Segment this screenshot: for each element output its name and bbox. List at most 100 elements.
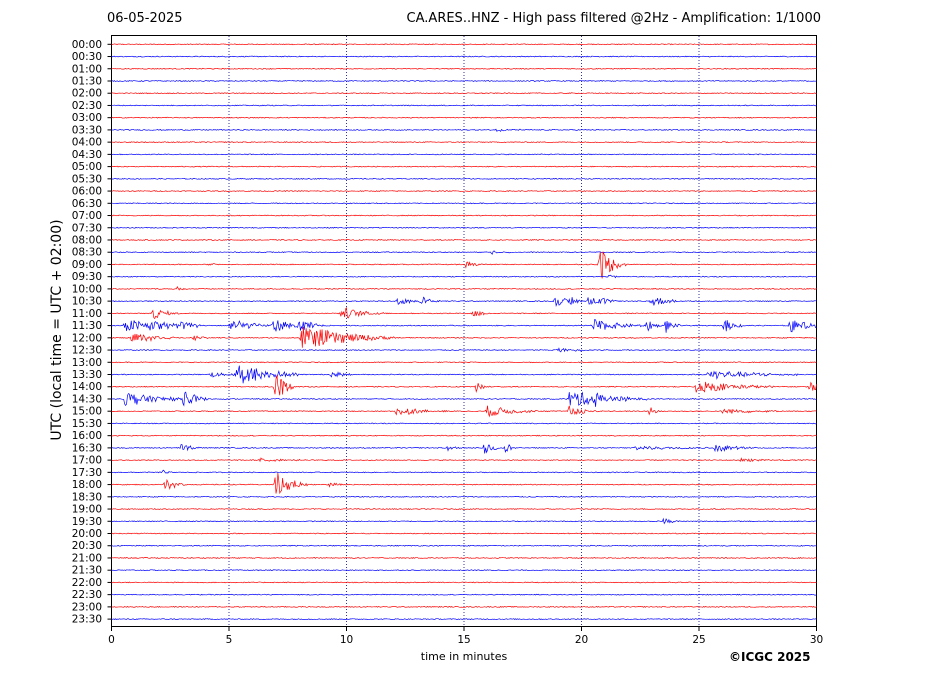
trace-1600 xyxy=(111,434,817,437)
trace-0430 xyxy=(111,153,817,156)
y-tick-label: 05:00 xyxy=(72,161,102,173)
y-tick-label: 04:00 xyxy=(72,137,102,149)
vertical-grid xyxy=(228,36,700,626)
trace-0000 xyxy=(111,43,817,46)
y-tick-label: 02:30 xyxy=(72,100,102,112)
y-tick-label: 10:00 xyxy=(72,283,102,295)
trace-layer xyxy=(111,43,817,620)
y-tick-label: 21:00 xyxy=(72,552,102,564)
trace-2200 xyxy=(111,581,817,584)
trace-1500 xyxy=(111,405,817,418)
y-tick-label: 09:00 xyxy=(72,259,102,271)
y-tick-label: 13:00 xyxy=(72,357,102,369)
trace-1900 xyxy=(111,508,817,510)
y-tick-label: 14:00 xyxy=(72,381,102,393)
chart-title: CA.ARES..HNZ - High pass filtered @2Hz -… xyxy=(406,11,821,26)
x-tick-label: 5 xyxy=(226,634,233,646)
y-tick-label: 00:00 xyxy=(72,39,102,51)
trace-0400 xyxy=(111,141,817,144)
y-tick-label: 18:30 xyxy=(72,491,102,503)
trace-1830 xyxy=(111,495,817,498)
y-tick-label: 19:00 xyxy=(72,504,102,516)
x-tick-label: 0 xyxy=(108,634,115,646)
x-tick-label: 15 xyxy=(457,634,470,646)
y-tick-label: 07:00 xyxy=(72,210,102,222)
trace-1430 xyxy=(111,391,817,407)
y-tick-label: 23:00 xyxy=(72,601,102,613)
y-tick-label: 17:00 xyxy=(72,455,102,467)
trace-1300 xyxy=(111,361,817,364)
trace-0830 xyxy=(111,250,817,255)
x-tick-label: 25 xyxy=(692,634,705,646)
trace-1100 xyxy=(111,307,817,320)
trace-1000 xyxy=(111,286,817,291)
trace-0500 xyxy=(111,165,817,168)
y-tick-label: 12:30 xyxy=(72,345,102,357)
trace-0200 xyxy=(111,92,817,95)
trace-0930 xyxy=(111,274,817,279)
trace-2300 xyxy=(111,605,817,608)
y-tick-label: 05:30 xyxy=(72,173,102,185)
trace-1530 xyxy=(111,422,817,425)
trace-0900 xyxy=(111,251,817,279)
trace-1930 xyxy=(111,517,817,525)
trace-1800 xyxy=(111,472,817,495)
y-tick-label: 15:30 xyxy=(72,418,102,430)
y-tick-label: 23:30 xyxy=(72,614,102,626)
trace-1200 xyxy=(111,327,817,348)
trace-0330 xyxy=(111,128,817,132)
trace-0600 xyxy=(111,190,817,192)
trace-2130 xyxy=(111,569,817,572)
trace-0030 xyxy=(111,55,817,58)
y-tick-label: 18:00 xyxy=(72,479,102,491)
x-tick-label: 10 xyxy=(340,634,353,646)
trace-0130 xyxy=(111,80,817,82)
y-tick-label: 08:30 xyxy=(72,247,102,259)
x-tick-label: 30 xyxy=(810,634,823,646)
trace-1330 xyxy=(111,365,817,384)
y-tick-label: 02:00 xyxy=(72,88,102,100)
y-tick-label: 03:00 xyxy=(72,112,102,124)
y-tick-label: 16:00 xyxy=(72,430,102,442)
trace-2330 xyxy=(111,618,817,620)
trace-0700 xyxy=(111,214,817,217)
trace-1230 xyxy=(111,347,817,353)
trace-2100 xyxy=(111,557,817,559)
y-tick-label: 09:30 xyxy=(72,271,102,283)
trace-1630 xyxy=(111,443,817,454)
y-tick-label: 06:30 xyxy=(72,198,102,210)
date-label: 06-05-2025 xyxy=(107,11,183,26)
trace-0100 xyxy=(111,67,817,70)
trace-1400 xyxy=(111,375,817,396)
y-tick-label: 22:30 xyxy=(72,589,102,601)
trace-0300 xyxy=(111,116,817,119)
y-tick-label: 01:00 xyxy=(72,63,102,75)
y-tick-label: 04:30 xyxy=(72,149,102,161)
trace-1700 xyxy=(111,457,817,463)
y-tick-label: 16:30 xyxy=(72,442,102,454)
trace-2230 xyxy=(111,593,817,596)
trace-1130 xyxy=(111,318,817,333)
y-tick-label: 01:30 xyxy=(72,75,102,87)
y-tick-label: 22:00 xyxy=(72,577,102,589)
y-tick-label: 17:30 xyxy=(72,467,102,479)
y-tick-label: 21:30 xyxy=(72,565,102,577)
trace-2030 xyxy=(111,544,817,547)
y-tick-label: 12:00 xyxy=(72,332,102,344)
y-tick-label: 11:30 xyxy=(72,320,102,332)
y-tick-label: 14:30 xyxy=(72,393,102,405)
trace-0630 xyxy=(111,202,817,205)
y-tick-label: 08:00 xyxy=(72,234,102,246)
y-tick-label: 15:00 xyxy=(72,406,102,418)
y-tick-label: 03:30 xyxy=(72,124,102,136)
y-axis-ticks: 00:0000:3001:0001:3002:0002:3003:0003:30… xyxy=(72,39,112,626)
y-tick-label: 20:30 xyxy=(72,540,102,552)
y-tick-label: 13:30 xyxy=(72,369,102,381)
x-axis-label: time in minutes xyxy=(420,650,508,663)
trace-1030 xyxy=(111,296,817,308)
trace-0800 xyxy=(111,239,817,241)
trace-0230 xyxy=(111,104,817,107)
y-tick-label: 07:30 xyxy=(72,222,102,234)
trace-2000 xyxy=(111,532,817,535)
